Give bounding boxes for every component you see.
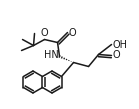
Text: O: O (41, 28, 48, 38)
Text: O: O (69, 27, 76, 37)
Text: OH: OH (113, 39, 127, 49)
Text: HN: HN (44, 50, 59, 60)
Text: O: O (113, 50, 120, 60)
